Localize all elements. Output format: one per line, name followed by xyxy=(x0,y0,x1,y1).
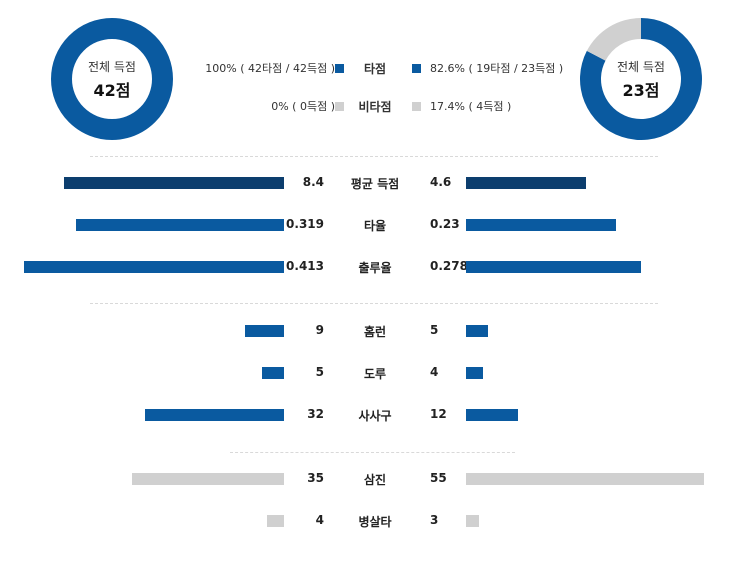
left-bar xyxy=(267,515,284,527)
legend-left-text: 100% ( 42타점 / 42득점 ) xyxy=(205,62,335,75)
right-donut-svg xyxy=(580,18,702,140)
right-value: 3 xyxy=(430,513,439,527)
stat-row-home-runs: 9 홈런 5 xyxy=(0,323,747,339)
stat-name: 삼진 xyxy=(363,473,387,487)
right-value: 4.6 xyxy=(430,175,452,189)
right-total-label: 전체 득점 xyxy=(617,59,665,74)
right-bar xyxy=(466,325,488,337)
section-divider xyxy=(230,452,515,453)
left-bar xyxy=(132,473,284,485)
left-donut-center: 전체 득점 42점 xyxy=(51,18,173,140)
left-total-label: 전체 득점 xyxy=(88,59,136,74)
stat-name: 홈런 xyxy=(363,325,387,339)
left-bar xyxy=(145,409,284,421)
left-value: 4 xyxy=(315,513,324,527)
left-donut-svg xyxy=(51,18,173,140)
stat-row-obp: 0.413 출루율 0.278 xyxy=(0,259,747,275)
legend-swatch-right xyxy=(412,102,421,111)
right-donut-slice-non-rbi xyxy=(586,18,641,61)
right-bar xyxy=(466,367,483,379)
right-value: 4 xyxy=(430,365,439,379)
right-bar xyxy=(466,177,586,189)
section-divider xyxy=(90,303,658,304)
left-bar xyxy=(64,177,284,189)
left-value: 5 xyxy=(315,365,324,379)
left-donut-slice-rbi xyxy=(51,18,173,140)
stat-row-stolen-bases: 5 도루 4 xyxy=(0,365,747,381)
left-total-value: 42점 xyxy=(93,80,131,100)
legend-category: 타점 xyxy=(363,62,387,76)
left-value: 9 xyxy=(315,323,324,337)
right-donut-center: 전체 득점 23점 xyxy=(580,18,702,140)
right-total-value: 23점 xyxy=(622,80,660,100)
left-bar xyxy=(245,325,284,337)
right-bar xyxy=(466,473,704,485)
stat-name: 병살타 xyxy=(358,515,392,529)
right-value: 0.23 xyxy=(430,217,460,231)
legend-category: 비타점 xyxy=(358,100,392,114)
stat-row-avg-runs: 8.4 평균 득점 4.6 xyxy=(0,175,747,191)
stat-name: 출루율 xyxy=(358,261,392,275)
right-bar xyxy=(466,219,616,231)
stat-name: 사사구 xyxy=(358,409,392,423)
stat-name: 도루 xyxy=(363,367,387,381)
legend-swatch-left xyxy=(335,102,344,111)
left-bar xyxy=(262,367,284,379)
section-divider xyxy=(90,156,658,157)
stat-name: 평균 득점 xyxy=(350,177,400,191)
left-value: 35 xyxy=(307,471,324,485)
right-value: 12 xyxy=(430,407,447,421)
left-value: 0.319 xyxy=(286,217,324,231)
right-value: 5 xyxy=(430,323,439,337)
right-bar xyxy=(466,515,479,527)
legend-swatch-left xyxy=(335,64,344,73)
legend-row-non-rbi: 0% ( 0득점 ) 비타점 17.4% ( 4득점 ) xyxy=(190,98,560,116)
stat-row-walks-hbp: 32 사사구 12 xyxy=(0,407,747,423)
stat-name: 타율 xyxy=(363,219,387,233)
right-donut-slice-rbi xyxy=(580,18,702,140)
right-bar xyxy=(466,409,518,421)
right-value: 55 xyxy=(430,471,447,485)
left-total-runs-donut: 전체 득점 42점 xyxy=(51,18,173,140)
left-bar xyxy=(76,219,284,231)
stat-row-double-plays: 4 병살타 3 xyxy=(0,513,747,529)
left-value: 8.4 xyxy=(302,175,324,189)
legend-right-text: 17.4% ( 4득점 ) xyxy=(430,100,512,113)
stat-row-strikeouts: 35 삼진 55 xyxy=(0,471,747,487)
right-total-runs-donut: 전체 득점 23점 xyxy=(580,18,702,140)
left-value: 32 xyxy=(307,407,324,421)
stat-row-batting-avg: 0.319 타율 0.23 xyxy=(0,217,747,233)
legend-swatch-right xyxy=(412,64,421,73)
legend-left-text: 0% ( 0득점 ) xyxy=(271,100,335,113)
right-value: 0.278 xyxy=(430,259,468,273)
right-bar xyxy=(466,261,641,273)
left-value: 0.413 xyxy=(286,259,324,273)
legend-row-rbi: 100% ( 42타점 / 42득점 ) 타점 82.6% ( 19타점 / 2… xyxy=(190,60,564,78)
legend-right-text: 82.6% ( 19타점 / 23득점 ) xyxy=(430,62,564,75)
left-bar xyxy=(24,261,284,273)
